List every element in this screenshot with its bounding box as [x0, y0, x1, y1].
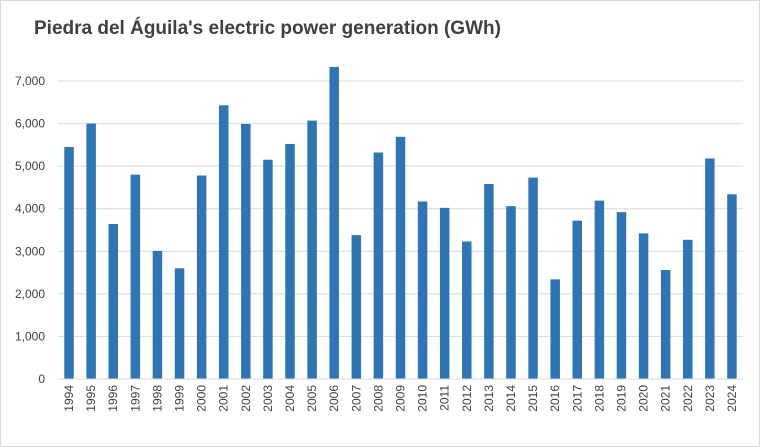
bar-1994 — [64, 146, 74, 379]
x-tick-label: 2013 — [482, 385, 496, 412]
x-tick-label: 1997 — [128, 385, 142, 412]
x-tick-label: 2022 — [681, 385, 695, 412]
bar-2014 — [506, 206, 516, 379]
bar-2006 — [329, 66, 339, 380]
x-tick-label: 2023 — [703, 385, 717, 412]
bar-1995 — [86, 123, 96, 379]
x-tick-label: 2003 — [261, 385, 275, 412]
x-tick-label: 2012 — [460, 385, 474, 412]
bar-2005 — [307, 120, 317, 379]
x-tick-label: 2000 — [195, 385, 209, 412]
x-tick-label: 2001 — [217, 385, 231, 412]
x-tick-label: 2008 — [371, 385, 385, 412]
x-tick-label: 2011 — [438, 385, 452, 411]
x-tick-label: 2005 — [305, 385, 319, 412]
x-tick-label: 2006 — [327, 385, 341, 412]
bar-2004 — [285, 144, 295, 379]
x-tick-label: 2004 — [283, 385, 297, 412]
bar-2011 — [439, 207, 450, 379]
y-tick-label: 3,000 — [15, 244, 45, 258]
bar-2001 — [218, 105, 229, 379]
y-tick-label: 5,000 — [15, 159, 45, 173]
x-tick-label: 1998 — [150, 385, 164, 412]
bar-2002 — [241, 123, 251, 379]
x-tick-label: 2014 — [504, 385, 518, 412]
x-tick-label: 2015 — [526, 385, 540, 412]
bar-2018 — [594, 200, 605, 379]
x-tick-label: 2019 — [614, 385, 628, 412]
bar-2021 — [660, 270, 671, 379]
chart-title: Piedra del Águila's electric power gener… — [34, 18, 501, 39]
bar-2012 — [462, 241, 472, 379]
bar-2017 — [572, 220, 583, 379]
x-tick-label: 2024 — [725, 385, 739, 412]
bar-2020 — [638, 233, 649, 379]
y-axis-labels: 0 1,000 2,000 3,000 4,000 5,000 6,000 7,000 — [15, 74, 45, 386]
bars — [64, 66, 737, 380]
x-tick-label: 2021 — [659, 385, 673, 412]
y-tick-label: 4,000 — [15, 202, 45, 216]
x-tick-label: 2009 — [394, 385, 408, 412]
x-tick-label: 2010 — [416, 385, 430, 412]
x-tick-label: 1996 — [106, 385, 120, 412]
bar-2008 — [373, 152, 384, 379]
bar-2013 — [484, 184, 494, 379]
x-tick-label: 1994 — [62, 385, 76, 412]
y-tick-label: 0 — [38, 372, 45, 386]
bar-2009 — [395, 136, 406, 379]
x-axis-labels: 1994 1995 1996 1997 1998 1999 2000 2001 2002 2003… — [62, 385, 739, 412]
bar-1998 — [152, 250, 163, 379]
y-tick-label: 1,000 — [15, 329, 45, 343]
x-tick-label: 2002 — [239, 385, 253, 412]
bar-2024 — [727, 194, 737, 379]
bar-1999 — [174, 268, 185, 379]
x-tick-label: 1995 — [84, 385, 98, 412]
bar-2015 — [528, 177, 538, 379]
bar-2000 — [196, 175, 207, 379]
bar-2022 — [683, 239, 693, 379]
y-tick-label: 7,000 — [15, 74, 45, 88]
y-tick-label: 2,000 — [15, 287, 45, 301]
bar-2007 — [351, 235, 362, 379]
x-tick-label: 2018 — [592, 385, 606, 412]
x-tick-label: 2020 — [637, 385, 651, 412]
x-tick-label: 2016 — [548, 385, 562, 412]
x-tick-label: 1999 — [173, 385, 187, 412]
bar-2016 — [550, 279, 560, 379]
bar-2019 — [616, 212, 627, 379]
x-tick-label: 2007 — [349, 385, 363, 412]
bar-1997 — [130, 174, 141, 379]
bar-2010 — [417, 201, 428, 379]
bar-2003 — [263, 159, 273, 379]
y-tick-label: 6,000 — [15, 117, 45, 131]
bar-1996 — [108, 224, 118, 379]
bar-2023 — [705, 158, 715, 379]
x-tick-label: 2017 — [570, 385, 584, 412]
